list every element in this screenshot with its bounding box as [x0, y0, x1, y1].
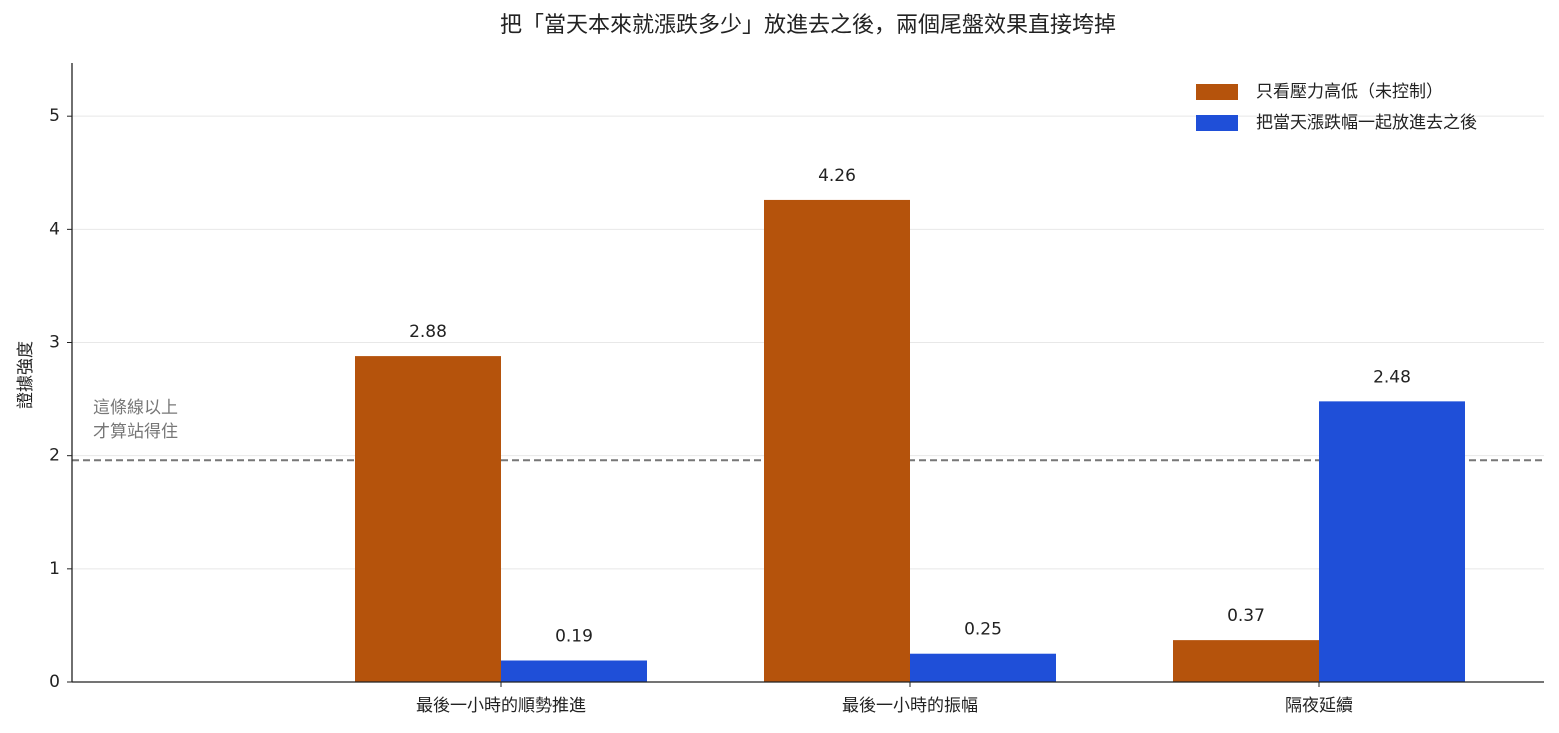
- bar: [501, 660, 647, 682]
- legend-swatch: [1196, 84, 1238, 100]
- value-label: 2.48: [1373, 367, 1411, 387]
- reference-label: 這條線以上: [93, 398, 178, 418]
- legend-swatch: [1196, 115, 1238, 131]
- legend-label: 只看壓力高低（未控制）: [1256, 82, 1443, 102]
- bar: [764, 199, 910, 682]
- x-tick-label: 隔夜延續: [1285, 696, 1353, 716]
- y-tick-label: 3: [49, 333, 60, 353]
- x-tick-label: 最後一小時的順勢推進: [416, 696, 586, 716]
- bar: [1173, 640, 1319, 682]
- y-tick-label: 1: [49, 559, 60, 579]
- y-tick-label: 5: [49, 106, 60, 126]
- value-label: 0.19: [555, 626, 593, 646]
- y-tick-label: 2: [49, 446, 60, 466]
- legend-label: 把當天漲跌幅一起放進去之後: [1256, 113, 1477, 133]
- value-label: 0.25: [964, 620, 1002, 640]
- y-tick-label: 0: [49, 672, 60, 692]
- x-tick-label: 最後一小時的振幅: [842, 696, 978, 716]
- value-label: 0.37: [1227, 606, 1265, 626]
- y-axis-label: 證據強度: [16, 341, 36, 409]
- y-tick-label: 4: [49, 219, 60, 239]
- value-label: 4.26: [818, 166, 856, 186]
- chart-title: 把「當天本來就漲跌多少」放進去之後，兩個尾盤效果直接垮掉: [500, 13, 1116, 38]
- reference-label: 才算站得住: [93, 422, 178, 442]
- value-label: 2.88: [409, 322, 447, 342]
- bar: [355, 356, 501, 682]
- bar: [910, 653, 1056, 682]
- bar: [1319, 401, 1465, 682]
